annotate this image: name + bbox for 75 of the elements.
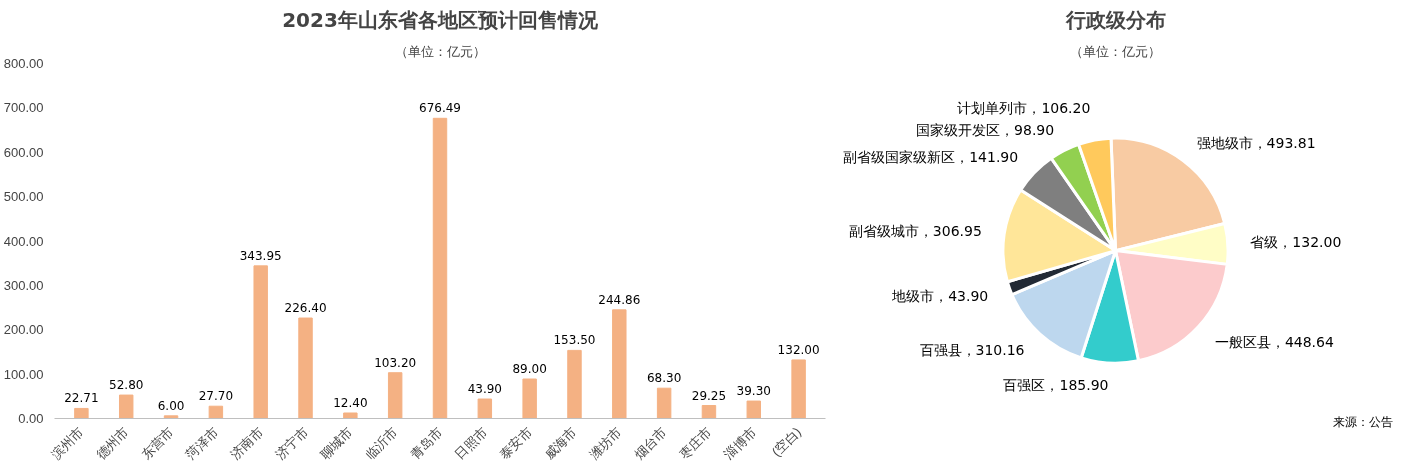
x-tick-label: 济南市 xyxy=(227,424,266,463)
slice-label: 地级市，43.90 xyxy=(891,287,989,304)
data-label: 29.25 xyxy=(691,388,727,403)
x-tick-label: 青岛市 xyxy=(407,424,446,463)
data-label: 244.86 xyxy=(598,292,641,307)
bar xyxy=(791,359,806,419)
y-tick-label: 600.00 xyxy=(3,144,44,160)
slice-label: 计划单列市，106.20 xyxy=(957,99,1091,116)
bar xyxy=(701,405,717,419)
x-tick-label: 滨州市 xyxy=(48,424,87,463)
bar xyxy=(119,394,134,419)
bar xyxy=(432,117,448,419)
data-label: 132.00 xyxy=(777,342,820,357)
slice-label: 百强县，310.16 xyxy=(919,342,1025,359)
slice-label: 省级，132.00 xyxy=(1250,234,1342,251)
bar xyxy=(253,265,268,419)
data-label: 27.70 xyxy=(198,389,234,404)
chart-subtitle: （单位：亿元） xyxy=(1070,43,1161,59)
y-tick-label: 100.00 xyxy=(3,366,44,382)
bar xyxy=(567,349,582,419)
x-tick-label: 威海市 xyxy=(541,424,580,463)
y-tick-label: 200.00 xyxy=(3,322,44,338)
x-tick-label: 菏泽市 xyxy=(182,424,222,463)
bar xyxy=(298,317,313,419)
data-label: 6.00 xyxy=(157,398,185,413)
data-label: 68.30 xyxy=(646,371,682,386)
x-tick-label: 聊城市 xyxy=(317,424,356,463)
y-tick-label: 0.00 xyxy=(18,411,44,426)
bar xyxy=(522,378,537,419)
y-tick-label: 400.00 xyxy=(3,233,44,249)
data-label: 89.00 xyxy=(512,362,547,377)
chart-title: 2023年山东省各地区预计回售情况 xyxy=(282,7,599,32)
slice-label: 百强区，185.90 xyxy=(1003,377,1109,394)
data-label: 153.50 xyxy=(553,333,596,348)
x-tick-label: 泰安市 xyxy=(496,424,535,463)
bar xyxy=(387,372,403,419)
x-tick-label: 济宁市 xyxy=(272,424,311,463)
x-tick-label: 临沂市 xyxy=(362,424,401,463)
bar xyxy=(746,400,761,419)
y-tick-label: 300.00 xyxy=(3,277,44,293)
slice-label: 副省级城市，306.95 xyxy=(848,223,982,240)
y-tick-label: 800.00 xyxy=(3,56,44,71)
slice-label: 国家级开发区，98.90 xyxy=(916,122,1055,139)
bar xyxy=(208,405,224,419)
y-tick-label: 700.00 xyxy=(3,100,44,116)
data-label: 22.71 xyxy=(64,391,99,406)
x-tick-label: (空白) xyxy=(768,424,804,460)
slice-label: 一般区县，448.64 xyxy=(1214,334,1334,351)
x-tick-label: 德州市 xyxy=(93,424,132,463)
x-tick-label: 烟台市 xyxy=(631,424,670,463)
slice-label: 强地级市，493.81 xyxy=(1196,134,1316,151)
data-label: 226.40 xyxy=(284,301,327,316)
bar xyxy=(74,407,89,419)
data-label: 676.49 xyxy=(419,101,462,116)
data-label: 103.20 xyxy=(374,355,417,370)
chart-title: 行政级分布 xyxy=(1064,7,1166,32)
slice-label: 副省级国家级新区，141.90 xyxy=(843,148,1019,165)
data-label: 39.30 xyxy=(736,384,771,399)
x-tick-label: 日照市 xyxy=(451,424,491,463)
source-note: 来源：公告 xyxy=(1332,415,1393,430)
data-label: 12.40 xyxy=(333,396,368,410)
bar xyxy=(656,387,672,419)
bar xyxy=(477,398,493,419)
data-label: 52.80 xyxy=(109,378,144,393)
bar xyxy=(343,412,358,419)
x-tick-label: 淄博市 xyxy=(720,424,760,463)
x-tick-label: 东营市 xyxy=(138,424,177,463)
chart-subtitle: （单位：亿元） xyxy=(394,43,486,59)
bar xyxy=(612,309,627,419)
bar xyxy=(163,415,179,419)
data-label: 43.90 xyxy=(467,382,503,397)
x-tick-label: 枣庄市 xyxy=(676,424,715,463)
x-tick-label: 潍坊市 xyxy=(586,424,625,463)
y-tick-label: 500.00 xyxy=(3,189,44,205)
data-label: 343.95 xyxy=(239,248,282,263)
